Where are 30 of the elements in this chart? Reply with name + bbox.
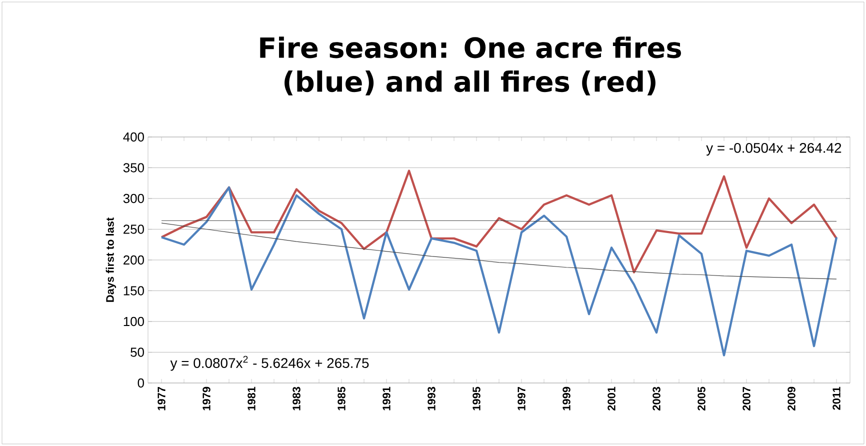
x-tick-label: 2003 <box>652 386 660 411</box>
line-series <box>160 186 838 356</box>
y-tick-label: 250 <box>124 224 144 234</box>
x-tick-label: 2009 <box>788 386 796 411</box>
x-tick-label: 2007 <box>742 386 750 411</box>
x-tick-label: 2005 <box>698 386 706 411</box>
x-tick-label: 1993 <box>428 386 436 410</box>
y-tick-label: 400 <box>123 132 144 142</box>
annotation: y = 0.0807x$^{2}$ - 5.6246x + 265.75 <box>170 356 369 371</box>
y-tick-label: 350 <box>123 163 144 172</box>
x-tick-label: 1999 <box>562 386 570 410</box>
x-tick-label: 1977 <box>158 386 166 410</box>
x-tick-label: 1985 <box>338 386 346 410</box>
x-tick-label: 1983 <box>292 386 300 410</box>
y-tick-label: 0 <box>138 378 144 388</box>
chart-title: Fire season: One acre fires (blue) and all fires (red) <box>260 36 681 96</box>
annotation: y = -0.0504x + 264.42 <box>706 142 842 156</box>
y-tick-label: 300 <box>123 194 144 204</box>
x-tick-label: 2011 <box>832 386 840 410</box>
x-tick-label: 1997 <box>518 386 526 410</box>
y-tick-label: 100 <box>124 316 144 326</box>
x-tick-label: 1979 <box>202 386 210 410</box>
y-axis-title: Days first to last <box>106 218 116 302</box>
y-tick-label: 150 <box>124 286 144 296</box>
y-tick-label: 200 <box>124 255 144 265</box>
y-tick-label: 50 <box>130 348 144 357</box>
x-tick-label: 1995 <box>472 386 480 410</box>
x-tick-label: 1991 <box>382 386 390 410</box>
x-tick-label: 1981 <box>248 386 256 410</box>
x-tick-label: 2001 <box>608 386 616 411</box>
